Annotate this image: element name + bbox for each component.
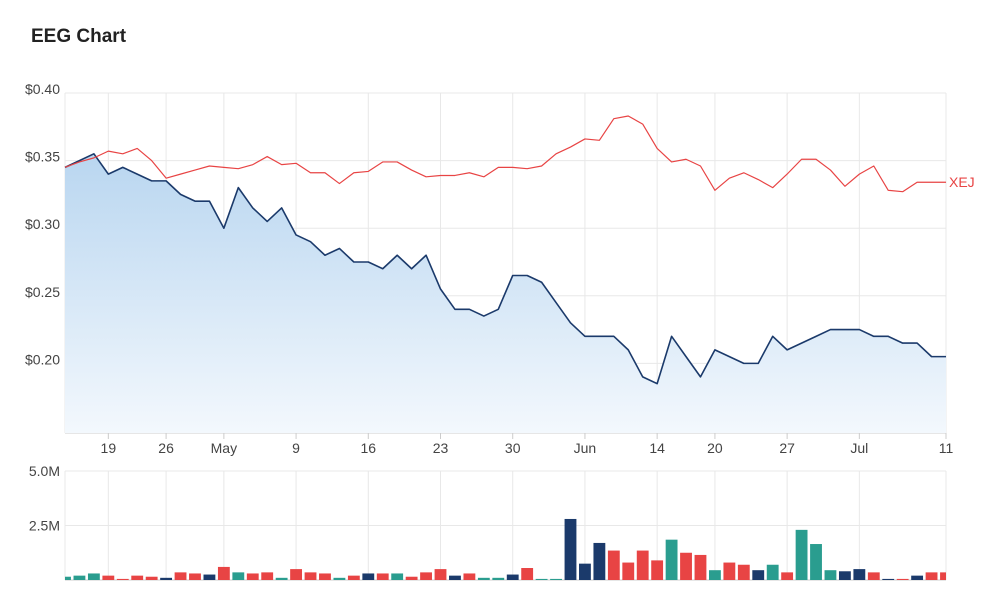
volume-bar bbox=[217, 566, 230, 580]
volume-ytick-label: 2.5M bbox=[29, 518, 60, 534]
volume-bar bbox=[131, 575, 144, 580]
volume-bar bbox=[449, 575, 461, 580]
volume-bar bbox=[925, 572, 938, 580]
volume-bar bbox=[781, 572, 794, 580]
volume-bar bbox=[463, 573, 476, 580]
volume-bar bbox=[246, 573, 259, 580]
volume-bar bbox=[882, 578, 895, 580]
price-ytick-label: $0.30 bbox=[25, 216, 60, 232]
volume-bar bbox=[261, 572, 274, 580]
volume-bar bbox=[708, 570, 721, 580]
volume-bar bbox=[232, 572, 245, 580]
volume-bar bbox=[622, 562, 635, 580]
volume-bar bbox=[521, 568, 534, 580]
volume-bar bbox=[290, 569, 303, 580]
volume-bar bbox=[65, 576, 71, 580]
eeg-price-line bbox=[64, 153, 946, 385]
price-ytick-label: $0.40 bbox=[25, 81, 60, 97]
volume-bar bbox=[665, 539, 678, 580]
price-ytick-label: $0.20 bbox=[25, 351, 60, 367]
volume-bar bbox=[87, 573, 100, 580]
volume-bar bbox=[766, 564, 779, 580]
xej-index-line bbox=[64, 115, 946, 193]
volume-bar bbox=[333, 577, 346, 580]
volume-bar bbox=[824, 570, 837, 580]
volume-bar bbox=[694, 554, 707, 580]
volume-bar bbox=[911, 575, 924, 580]
volume-bar bbox=[853, 569, 866, 580]
volume-bar bbox=[174, 572, 187, 580]
volume-bar bbox=[405, 576, 418, 580]
volume-bar bbox=[607, 550, 620, 580]
volume-bar bbox=[636, 550, 649, 580]
volume-bar bbox=[319, 573, 331, 580]
volume-bar bbox=[867, 572, 880, 580]
volume-bar bbox=[434, 569, 447, 580]
volume-bar bbox=[564, 518, 577, 580]
xtick-label: 23 bbox=[433, 440, 449, 456]
volume-bar bbox=[203, 574, 216, 580]
xtick-label: Jun bbox=[574, 440, 597, 456]
volume-bar bbox=[391, 573, 404, 580]
volume-bar bbox=[73, 575, 86, 580]
xtick-label: 20 bbox=[707, 440, 723, 456]
volume-bar bbox=[506, 574, 519, 580]
volume-bar bbox=[940, 572, 946, 580]
xtick-label: 11 bbox=[939, 440, 954, 456]
volume-bar bbox=[593, 542, 606, 580]
volume-bar bbox=[795, 529, 808, 580]
volume-bar bbox=[896, 578, 909, 580]
volume-bar bbox=[680, 552, 692, 580]
volume-bar bbox=[420, 572, 432, 580]
price-ytick-label: $0.25 bbox=[25, 284, 60, 300]
line-layer bbox=[64, 115, 946, 385]
volume-bar bbox=[347, 575, 360, 580]
xtick-label: 9 bbox=[292, 440, 300, 456]
volume-bar bbox=[723, 562, 736, 580]
xtick-label: May bbox=[211, 440, 237, 456]
xtick-label: Jul bbox=[850, 440, 868, 456]
volume-bar bbox=[579, 563, 591, 580]
volume-bar bbox=[550, 578, 562, 580]
volume-bar bbox=[535, 578, 548, 580]
volume-bar bbox=[376, 573, 389, 580]
volume-bar bbox=[737, 564, 750, 580]
volume-bar bbox=[651, 560, 664, 580]
volume-bar bbox=[752, 570, 765, 580]
xej-series-label: XEJ bbox=[949, 174, 975, 190]
volume-bar bbox=[304, 572, 317, 580]
volume-bar bbox=[102, 575, 115, 580]
xtick-label: 27 bbox=[779, 440, 795, 456]
axis-labels-layer: $0.40 $0.35 $0.30 $0.25 $0.20 19 26 May 9 16 23 30 J… bbox=[25, 81, 975, 534]
volume-bars-layer bbox=[65, 518, 946, 580]
volume-bar bbox=[275, 577, 288, 580]
volume-bar bbox=[362, 573, 375, 580]
volume-bar bbox=[492, 577, 505, 580]
volume-bar bbox=[189, 573, 201, 580]
volume-bar bbox=[810, 544, 822, 580]
price-ytick-label: $0.35 bbox=[25, 149, 60, 165]
volume-bar bbox=[116, 578, 129, 580]
volume-ytick-label: 5.0M bbox=[29, 463, 60, 479]
xtick-label: 19 bbox=[101, 440, 117, 456]
xtick-label: 14 bbox=[649, 440, 665, 456]
xtick-label: 16 bbox=[361, 440, 377, 456]
volume-bar bbox=[838, 571, 851, 580]
chart-title: EEG Chart bbox=[31, 26, 127, 47]
xtick-label: 26 bbox=[158, 440, 174, 456]
xtick-label: 30 bbox=[505, 440, 521, 456]
volume-bar bbox=[477, 577, 490, 580]
volume-bar bbox=[160, 577, 173, 580]
volume-bar bbox=[145, 576, 158, 580]
